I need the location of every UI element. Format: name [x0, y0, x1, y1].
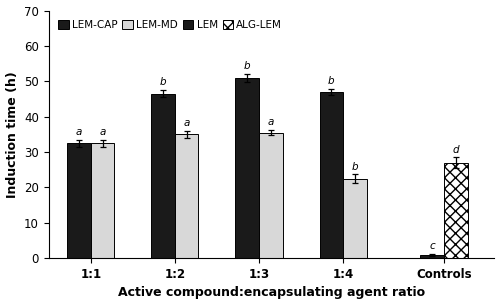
Bar: [420, 255, 444, 258]
Bar: [343, 178, 366, 258]
Text: b: b: [352, 162, 358, 171]
Bar: [320, 92, 343, 258]
Bar: [175, 135, 199, 258]
Text: b: b: [244, 61, 250, 71]
Text: a: a: [100, 127, 105, 137]
Text: d: d: [452, 145, 459, 155]
Text: b: b: [160, 77, 166, 87]
Y-axis label: Induction time (h): Induction time (h): [6, 71, 18, 198]
Bar: [67, 143, 91, 258]
Bar: [91, 143, 114, 258]
Text: a: a: [184, 118, 190, 128]
Text: a: a: [76, 127, 82, 137]
Bar: [152, 94, 175, 258]
Bar: [259, 133, 282, 258]
Bar: [444, 163, 468, 258]
X-axis label: Active compound:encapsulating agent ratio: Active compound:encapsulating agent rati…: [118, 286, 425, 300]
Bar: [236, 78, 259, 258]
Text: c: c: [430, 242, 435, 251]
Text: a: a: [268, 117, 274, 127]
Text: b: b: [328, 76, 334, 86]
Legend: LEM-CAP, LEM-MD, LEM, ALG-LEM: LEM-CAP, LEM-MD, LEM, ALG-LEM: [54, 16, 286, 34]
